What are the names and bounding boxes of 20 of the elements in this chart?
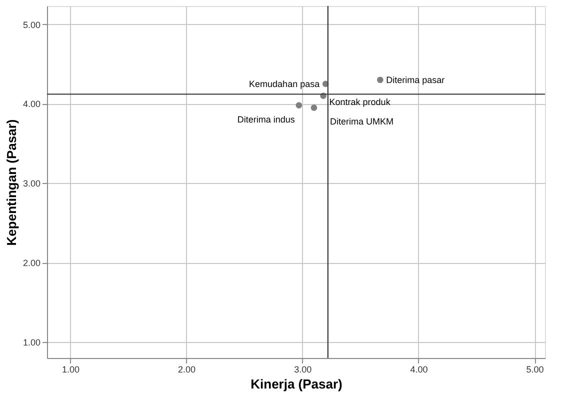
y-axis-title: Kepentingan (Pasar) (4, 119, 19, 246)
point (296, 102, 302, 108)
x-tick-label: 2.00 (178, 364, 196, 374)
y-tick-label: 2.00 (22, 258, 40, 268)
x-tick-label: 1.00 (62, 364, 80, 374)
point (310, 104, 318, 111)
annotation: Diterima UMKM (330, 116, 394, 127)
annotation: Diterima indus (237, 114, 296, 124)
y-tick-label: 5.00 (22, 20, 40, 30)
x-tick-label: 4.00 (410, 364, 428, 374)
annotation: Kemudahan pasa (249, 78, 320, 89)
annotation: Kontrak produk (329, 96, 391, 107)
y-tick-label: 4.00 (22, 99, 40, 110)
annotation: Diterima pasar (386, 74, 445, 85)
y-tick-label: 1.00 (22, 338, 40, 348)
x-axis-title: Kinerja (Pasar) (250, 376, 342, 392)
x-tick-label: 3.00 (294, 364, 312, 374)
x-tick-label: 5.00 (526, 364, 544, 374)
y-tick-label: 3.00 (22, 178, 40, 189)
point (377, 76, 384, 84)
